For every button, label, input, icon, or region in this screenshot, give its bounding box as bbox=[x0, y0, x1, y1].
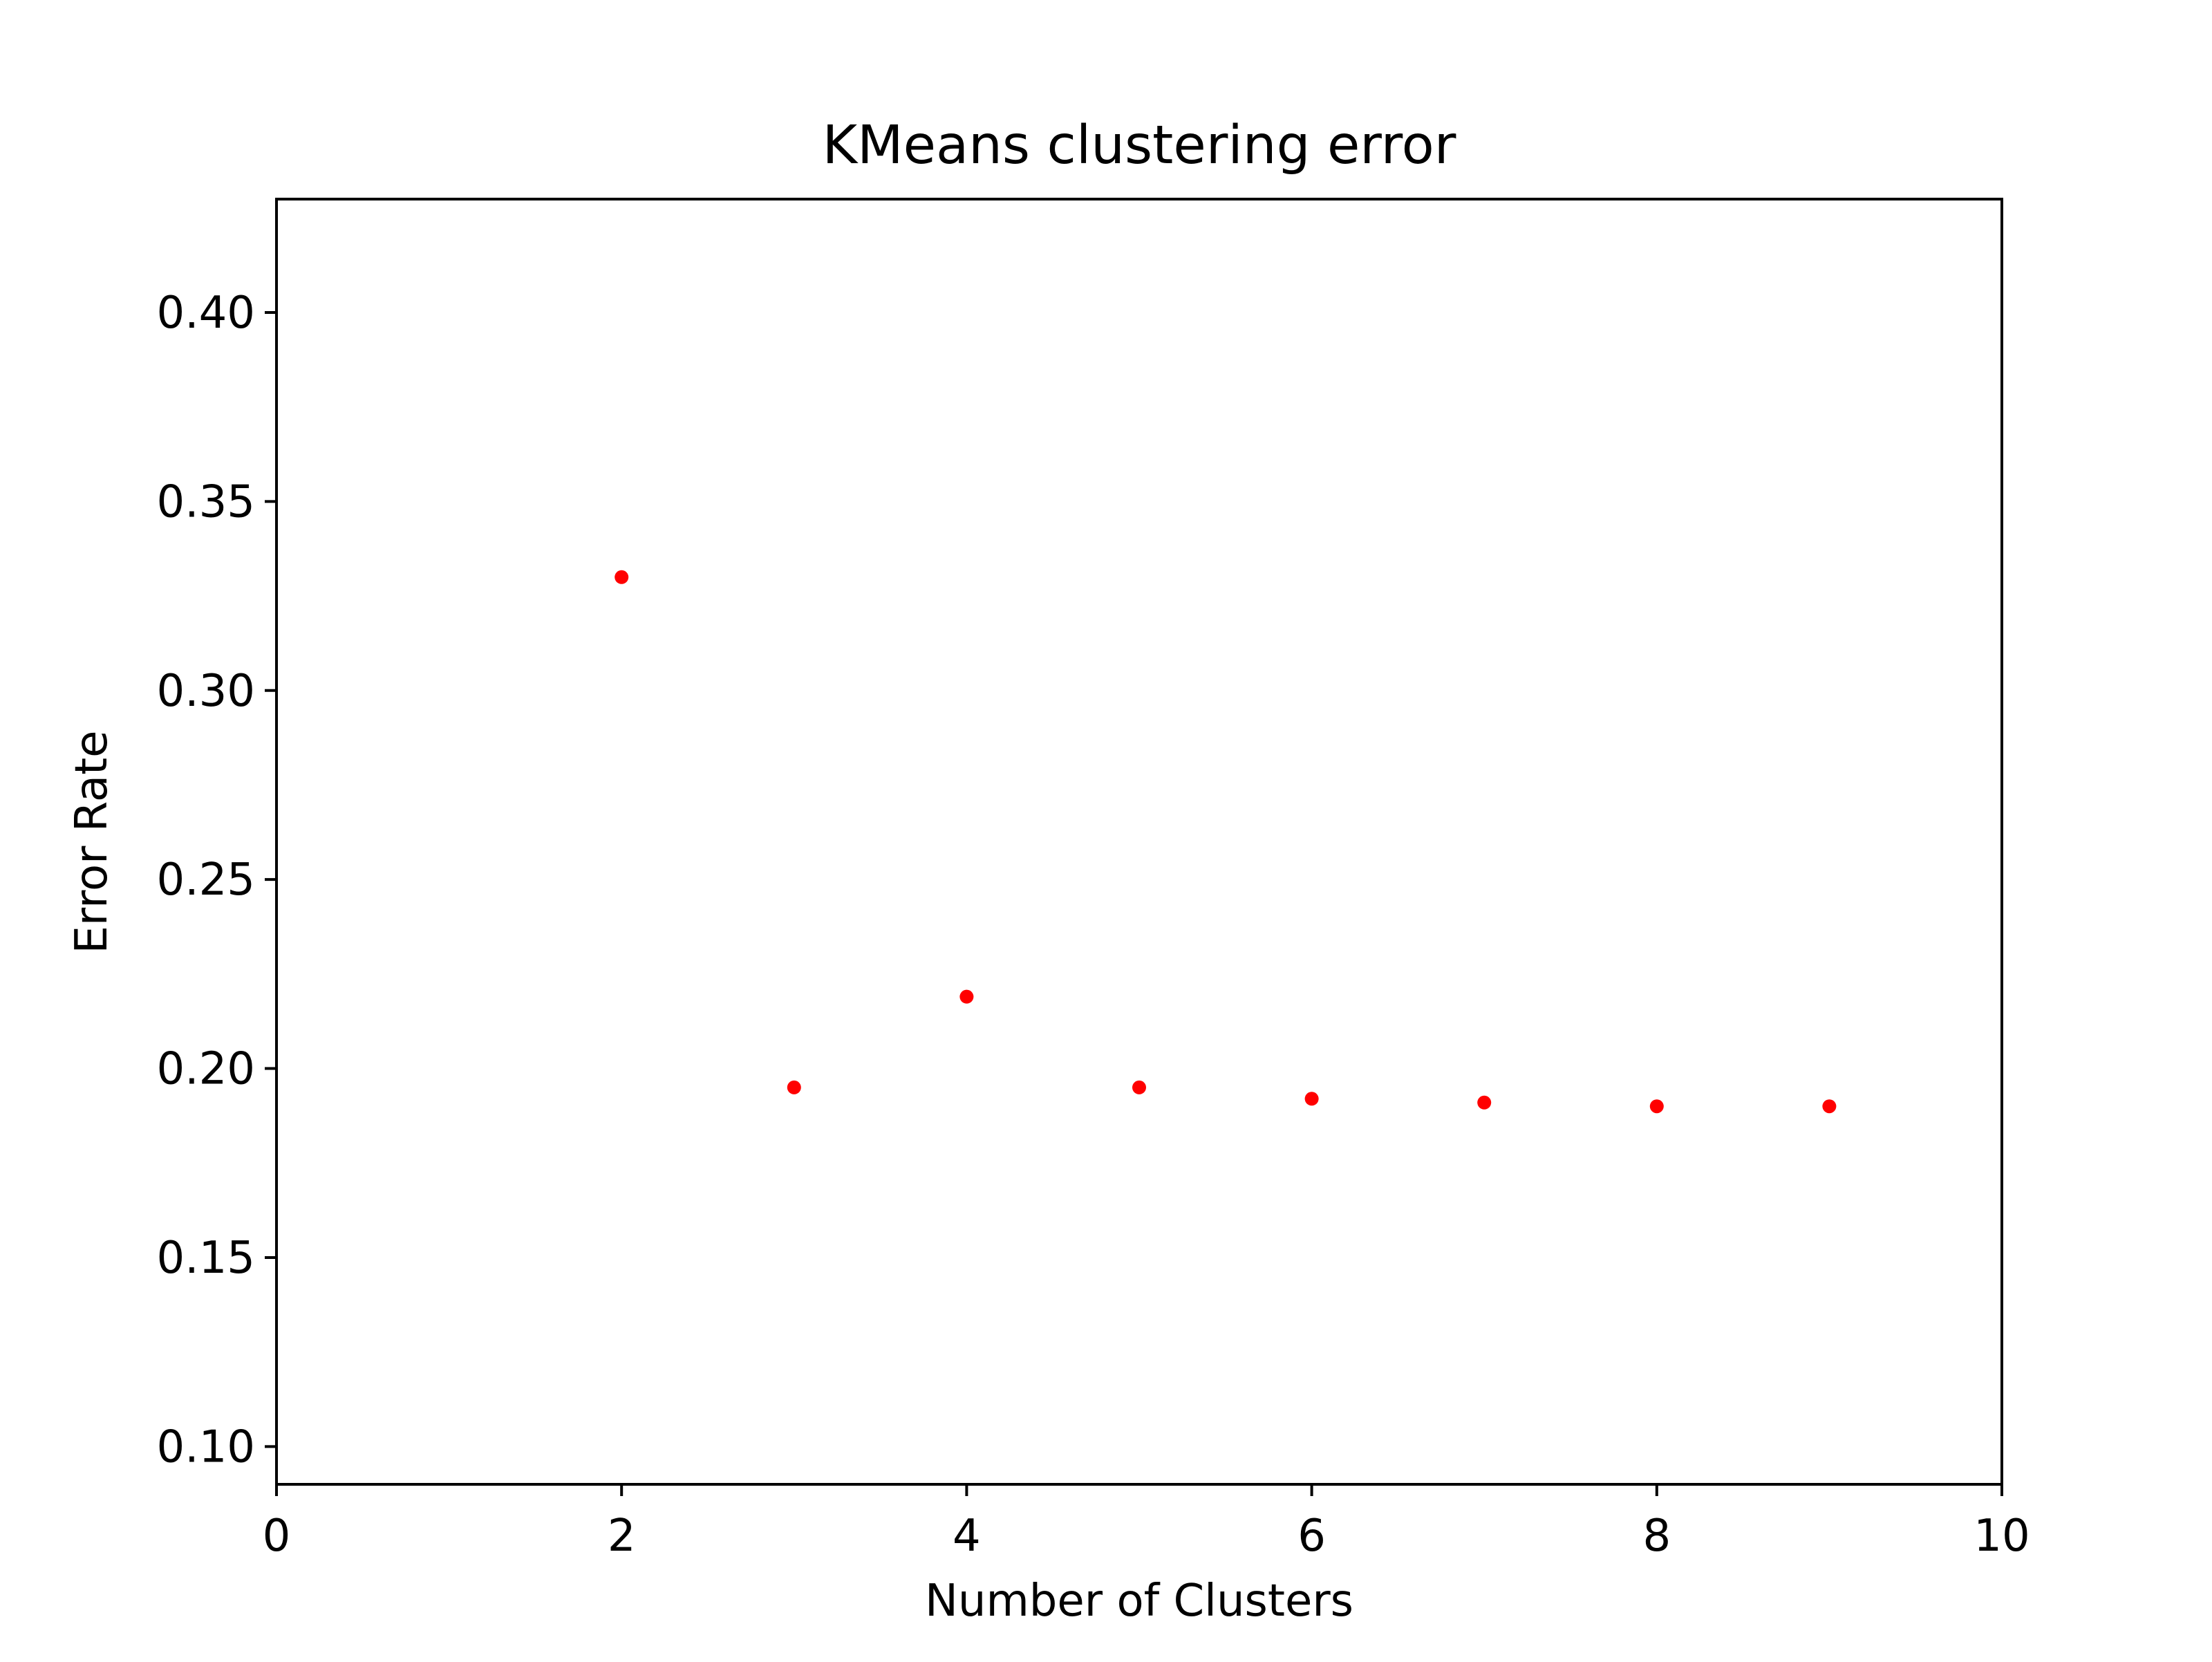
chart-title: KMeans clustering error bbox=[823, 115, 1456, 176]
y-tick-label: 0.15 bbox=[157, 1233, 256, 1284]
data-point bbox=[787, 1080, 801, 1094]
x-tick-label: 4 bbox=[953, 1511, 981, 1562]
y-tick-label: 0.35 bbox=[157, 476, 256, 527]
data-point bbox=[1132, 1080, 1146, 1094]
data-point bbox=[959, 989, 974, 1004]
y-tick-label: 0.40 bbox=[157, 288, 256, 339]
data-point bbox=[1649, 1099, 1664, 1114]
x-tick-label: 10 bbox=[1974, 1511, 2030, 1562]
data-point bbox=[615, 570, 629, 584]
y-axis-ticks: 0.10 0.15 0.20 0.25 0.30 0.35 0.40 bbox=[157, 288, 276, 1473]
x-tick-label: 6 bbox=[1297, 1511, 1326, 1562]
data-point bbox=[1477, 1095, 1492, 1110]
y-axis-label: Error Rate bbox=[66, 730, 118, 953]
y-tick-label: 0.30 bbox=[157, 666, 256, 717]
data-point bbox=[1822, 1099, 1837, 1114]
x-axis-ticks: 0 2 4 6 8 10 bbox=[263, 1484, 2030, 1562]
y-tick-label: 0.20 bbox=[157, 1044, 256, 1095]
y-tick-label: 0.10 bbox=[157, 1421, 256, 1473]
x-axis-label: Number of Clusters bbox=[925, 1576, 1353, 1627]
y-tick-label: 0.25 bbox=[157, 855, 256, 906]
plot-frame bbox=[275, 198, 2003, 1486]
data-point bbox=[1304, 1092, 1319, 1106]
x-tick-label: 0 bbox=[263, 1511, 291, 1562]
data-points bbox=[615, 570, 1837, 1114]
x-tick-label: 8 bbox=[1642, 1511, 1671, 1562]
x-tick-label: 2 bbox=[608, 1511, 636, 1562]
